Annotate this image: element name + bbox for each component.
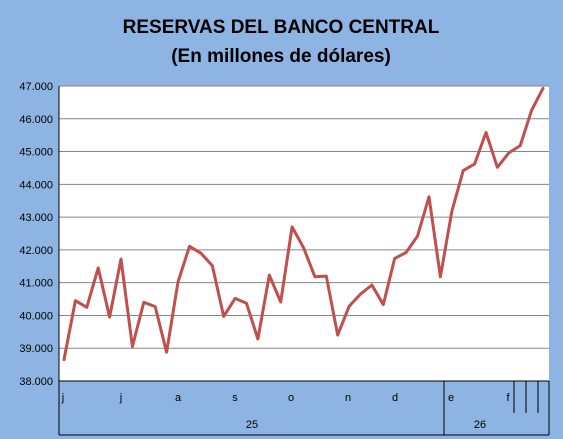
y-tick-label: 40.000 — [19, 310, 53, 322]
y-tick-label: 39.000 — [19, 343, 53, 355]
x-month-label: o — [288, 392, 294, 404]
y-tick-label: 45.000 — [19, 147, 53, 159]
x-month-label: j — [61, 392, 64, 404]
x-month-label: n — [345, 392, 351, 404]
series-group — [62, 86, 545, 362]
x-month-label: e — [448, 392, 454, 404]
y-tick-label: 47.000 — [19, 81, 53, 93]
y-tick-label: 42.000 — [19, 245, 53, 257]
y-tick-label: 41.000 — [19, 278, 53, 290]
x-year-label: 26 — [474, 419, 486, 431]
y-tick-label: 43.000 — [19, 212, 53, 224]
y-tick-label: 44.000 — [19, 179, 53, 191]
y-axis-ticks: 38.000 39.000 40.000 41.000 42.000 43.000 44.0… — [19, 81, 53, 388]
y-tick-label: 38.000 — [19, 376, 53, 388]
x-axis: j j a s o n d e f 25 26 — [58, 86, 550, 436]
x-month-label: j — [119, 392, 122, 404]
chart-subtitle: (En millones de dólares) — [171, 46, 391, 67]
plot-area — [59, 86, 549, 381]
chart-title: RESERVAS DEL BANCO CENTRAL — [123, 17, 440, 38]
x-year-label: 25 — [246, 419, 258, 431]
x-month-label: a — [175, 392, 182, 404]
series-line — [62, 86, 545, 362]
gridlines — [59, 85, 549, 382]
y-tick-label: 46.000 — [19, 114, 53, 126]
x-month-label: s — [232, 392, 238, 404]
x-month-label: d — [392, 392, 398, 404]
x-month-label: f — [506, 392, 510, 404]
